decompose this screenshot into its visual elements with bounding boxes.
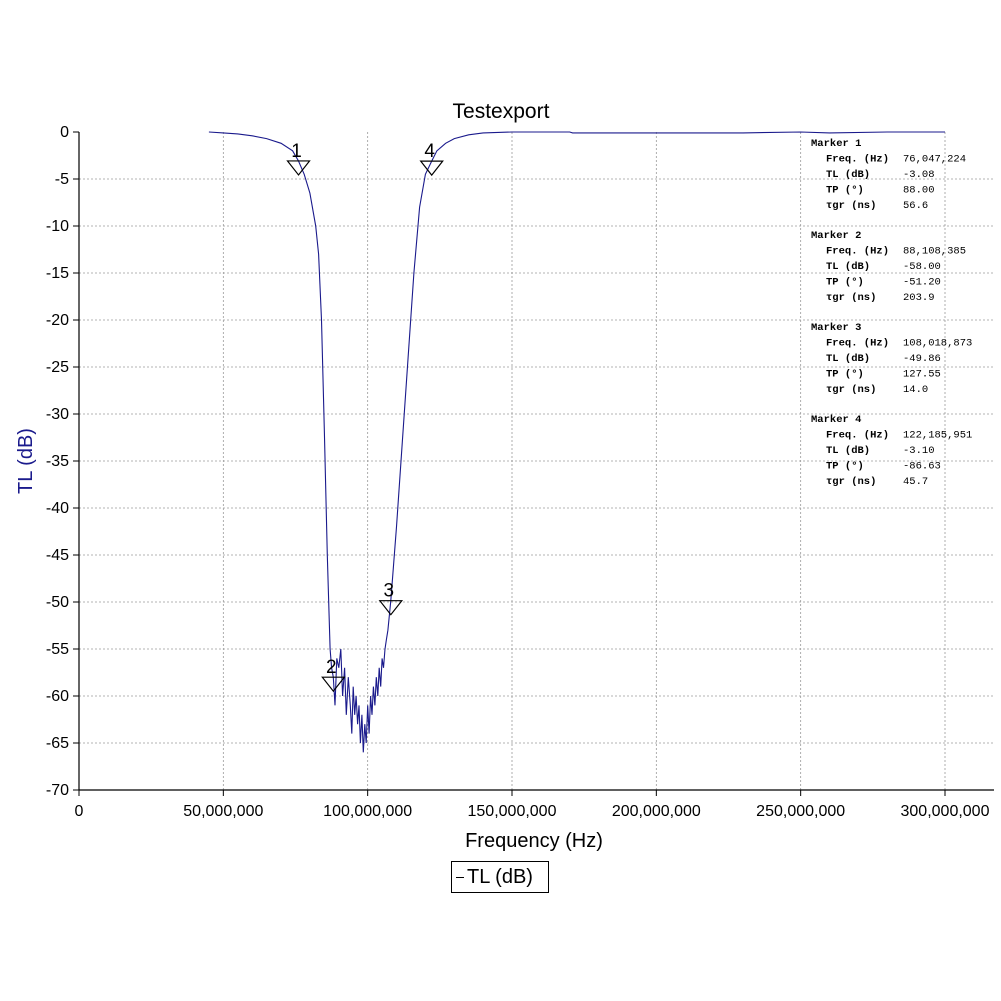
legend-line-swatch <box>456 876 464 878</box>
marker-table-row-label: τgr (ns) <box>826 476 876 488</box>
y-tick-label: -30 <box>46 406 69 423</box>
legend-label: TL (dB) <box>467 865 533 888</box>
y-tick-label: -50 <box>46 594 69 611</box>
marker-triangle <box>378 600 404 616</box>
y-tick-label: -60 <box>46 688 69 705</box>
series-layer <box>208 131 945 753</box>
marker-table-row-label: TP (°) <box>826 185 864 197</box>
marker-table-row-label: TP (°) <box>826 369 864 381</box>
marker-table-row-value: 88.00 <box>903 185 935 197</box>
series-line-tl-db <box>208 131 945 753</box>
x-tick-label: 300,000,000 <box>901 803 990 820</box>
axes <box>73 131 994 796</box>
marker-table-row-label: τgr (ns) <box>826 384 876 396</box>
x-tick-label: 50,000,000 <box>183 803 263 820</box>
marker-table-row-value: -49.86 <box>903 353 941 365</box>
x-tick-label: 200,000,000 <box>612 803 701 820</box>
y-tick-label: -55 <box>46 641 69 658</box>
marker-table-row-label: TP (°) <box>826 277 864 289</box>
marker-table-row-value: -3.10 <box>903 445 935 457</box>
y-tick-label: -25 <box>46 359 69 376</box>
x-axis-label: Frequency (Hz) <box>465 830 603 852</box>
marker-table-row-label: Freq. (Hz) <box>826 430 889 442</box>
marker-table-row-value: 45.7 <box>903 476 928 488</box>
y-tick-label: 0 <box>60 124 69 141</box>
grid <box>79 132 994 790</box>
x-tick-label: 150,000,000 <box>468 803 557 820</box>
marker-table-row-label: Freq. (Hz) <box>826 246 889 258</box>
marker-triangle <box>286 160 311 176</box>
marker-table-row-label: TP (°) <box>826 461 864 473</box>
marker-table-header: Marker 3 <box>811 322 861 334</box>
marker-label: 1 <box>291 141 302 162</box>
marker-triangle <box>321 676 346 693</box>
x-tick-label: 250,000,000 <box>756 803 845 820</box>
marker-table-row-value: 127.55 <box>903 369 941 381</box>
y-tick-label: -45 <box>46 547 69 564</box>
y-tick-label: -65 <box>46 735 69 752</box>
marker-triangle <box>419 160 444 177</box>
marker-table-row-value: 76,047,224 <box>903 154 966 166</box>
marker-table-row-label: τgr (ns) <box>826 200 876 212</box>
y-tick-label: -40 <box>46 500 69 517</box>
y-tick-label: -10 <box>46 218 69 235</box>
marker-table-header: Marker 2 <box>811 230 861 242</box>
y-tick-label: -20 <box>46 312 69 329</box>
x-tick-label: 0 <box>75 803 84 820</box>
x-tick-label: 100,000,000 <box>323 803 412 820</box>
marker-table: Marker 1 Freq. (Hz) 76,047,224 TL (dB) -3.08… <box>811 138 972 488</box>
marker-table-row-label: τgr (ns) <box>826 292 876 304</box>
marker-table-row-value: -58.00 <box>903 261 941 273</box>
marker-table-row-value: -86.63 <box>903 461 941 473</box>
marker-table-row-label: TL (dB) <box>826 169 870 181</box>
marker-table-row-value: 88,108,385 <box>903 246 966 258</box>
marker-table-row-label: TL (dB) <box>826 353 870 365</box>
marker-label: 2 <box>326 657 337 678</box>
marker-table-row-value: 14.0 <box>903 384 928 396</box>
y-tick-labels: 0 -5 -10 -15 -20 -25 -30 -35 -40 -45 -50 -55 -60 -65 -… <box>46 124 69 799</box>
marker-table-header: Marker 1 <box>811 138 861 150</box>
marker-table-row-value: 108,018,873 <box>903 338 972 350</box>
markers-layer: 1 2 3 4 <box>286 141 444 693</box>
marker-table-row-value: 122,185,951 <box>903 430 972 442</box>
y-axis-label: TL (dB) <box>15 428 37 494</box>
marker-table-header: Marker 4 <box>811 414 861 426</box>
y-tick-label: -35 <box>46 453 69 470</box>
y-tick-label: -5 <box>55 171 69 188</box>
legend: TL (dB) <box>451 861 549 893</box>
marker-label: 4 <box>424 141 435 162</box>
marker-table-row-label: Freq. (Hz) <box>826 338 889 350</box>
x-tick-labels: 0 50,000,000 100,000,000 150,000,000 200,000… <box>75 803 990 820</box>
y-tick-label: -70 <box>46 782 69 799</box>
marker-table-row-value: -3.08 <box>903 169 935 181</box>
marker-label: 3 <box>384 581 395 602</box>
marker-table-row-value: 56.6 <box>903 200 928 212</box>
marker-table-row-value: -51.20 <box>903 277 941 289</box>
chart-title: Testexport <box>453 100 550 123</box>
marker-table-row-label: TL (dB) <box>826 261 870 273</box>
marker-table-row-value: 203.9 <box>903 292 935 304</box>
y-tick-label: -15 <box>46 265 69 282</box>
marker-table-row-label: Freq. (Hz) <box>826 154 889 166</box>
marker-table-row-label: TL (dB) <box>826 445 870 457</box>
